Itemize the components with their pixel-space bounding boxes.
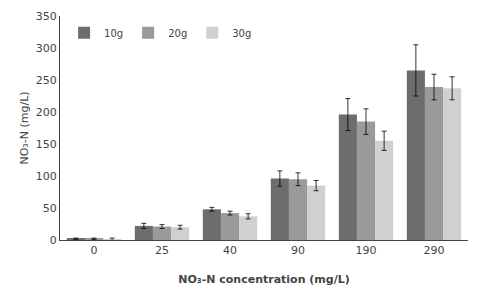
- svg-text:10g: 10g: [104, 28, 123, 39]
- svg-text:0: 0: [91, 244, 98, 257]
- svg-text:NO₃-N concentration (mg/L): NO₃-N concentration (mg/L): [178, 273, 349, 286]
- svg-text:0: 0: [50, 234, 57, 247]
- svg-text:190: 190: [356, 244, 377, 257]
- svg-text:NO₃-N (mg/L): NO₃-N (mg/L): [18, 91, 31, 164]
- svg-text:30g: 30g: [232, 28, 251, 39]
- svg-text:300: 300: [36, 42, 57, 55]
- svg-text:150: 150: [36, 138, 57, 151]
- svg-text:250: 250: [36, 74, 57, 87]
- svg-text:200: 200: [36, 106, 57, 119]
- svg-text:90: 90: [291, 244, 305, 257]
- svg-text:350: 350: [36, 10, 57, 23]
- svg-text:20g: 20g: [168, 28, 187, 39]
- svg-text:290: 290: [424, 244, 445, 257]
- svg-text:40: 40: [223, 244, 237, 257]
- svg-text:50: 50: [43, 202, 57, 215]
- svg-text:25: 25: [155, 244, 169, 257]
- svg-text:100: 100: [36, 170, 57, 183]
